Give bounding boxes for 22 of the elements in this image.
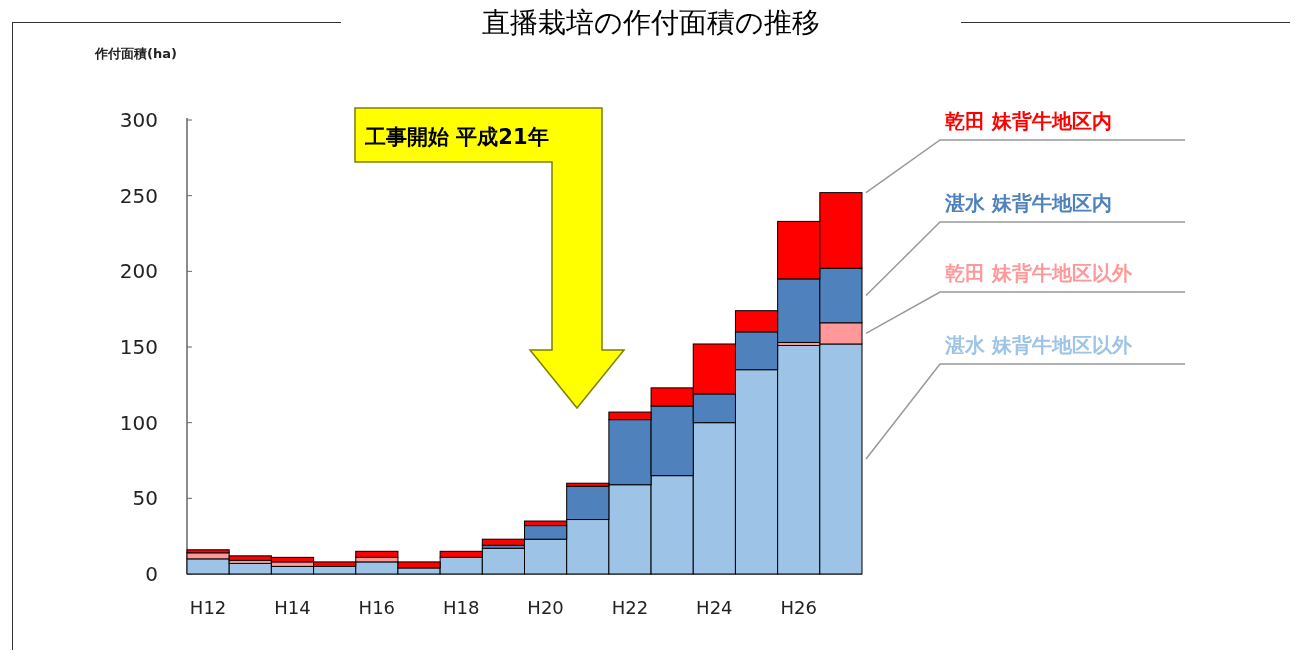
text: 湛水 妹背牛地区内	[944, 191, 1112, 215]
text: 湛水 妹背牛地区以外	[944, 333, 1133, 357]
y-tick-label: 100	[119, 410, 158, 435]
y-tick-label: 150	[119, 335, 158, 359]
chart-title: 直播栽培の作付面積の推移	[481, 6, 820, 39]
text: 乾田 妹背牛地区内	[945, 109, 1112, 133]
y-tick-label: 50	[132, 486, 158, 511]
annotation: 工事開始 平成21年	[364, 125, 549, 149]
x-tick-label: H26	[780, 597, 817, 618]
x-tick-label: H16	[358, 597, 396, 618]
x-tick-label: H20	[527, 597, 564, 618]
x-tick-label: H12	[189, 597, 227, 618]
x-tick-label: H22	[611, 597, 649, 618]
x-tick-label: H18	[442, 597, 480, 618]
y-tick-label: 0	[145, 562, 158, 586]
x-tick-label: H24	[696, 597, 733, 618]
y-tick-label: 250	[119, 183, 158, 208]
x-tick-label: H14	[274, 597, 311, 618]
y-tick-label: 300	[119, 108, 158, 132]
text: 乾田 妹背牛地区以外	[945, 261, 1133, 285]
y-tick-label: 200	[119, 259, 158, 284]
y-axis-title: 作付面積(ha)	[94, 46, 177, 61]
